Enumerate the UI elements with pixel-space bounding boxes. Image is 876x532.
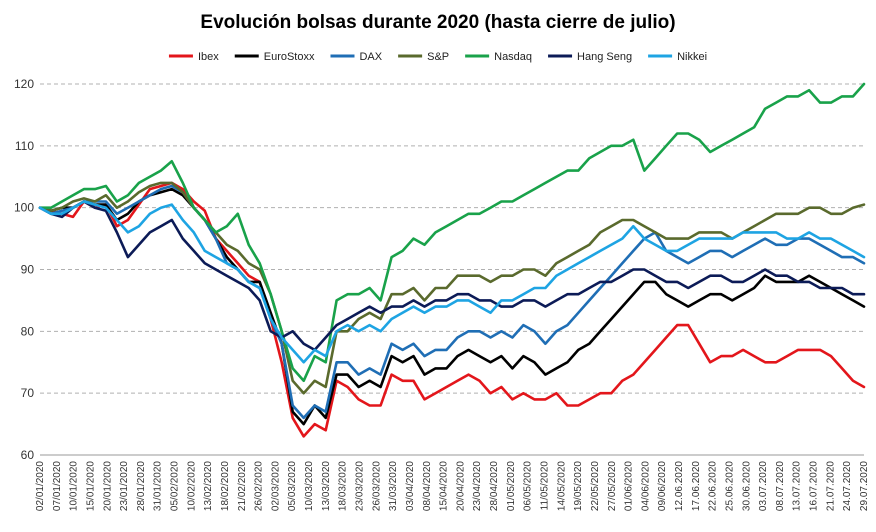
x-tick-label: 13/02/2020	[203, 461, 214, 511]
x-tick-label: 26/03/2020	[371, 461, 382, 511]
series-line-nikkei	[38, 200, 866, 364]
x-tick-label: 19/05/2020	[573, 461, 584, 511]
legend-label: Ibex	[198, 51, 219, 63]
chart-title: Evolución bolsas durante 2020 (hasta cie…	[200, 12, 675, 33]
x-tick-label: 20/01/2020	[102, 461, 113, 511]
x-tick-label: 10/01/2020	[69, 461, 80, 511]
x-tick-label: 01/05/2020	[506, 461, 517, 511]
series-lines	[38, 82, 866, 438]
x-tick-label: 21/02/2020	[237, 461, 248, 511]
x-tick-label: 01/06/2020	[624, 461, 635, 511]
x-tick-label: 08.07.2020	[775, 461, 786, 511]
legend-label: Nikkei	[677, 51, 707, 63]
series-line-s-p	[38, 181, 866, 395]
x-tick-label: 26/02/2020	[254, 461, 265, 511]
x-tick-label: 29.07.2020	[859, 461, 870, 511]
y-tick-label: 60	[21, 448, 35, 462]
x-tick-label: 31/03/2020	[388, 461, 399, 511]
legend-label: DAX	[359, 51, 382, 63]
x-tick-label: 03.07.2020	[758, 461, 769, 511]
legend-label: Hang Seng	[577, 51, 632, 63]
x-tick-label: 10/03/2020	[304, 461, 315, 511]
x-tick-label: 31/01/2020	[153, 461, 164, 511]
y-tick-label: 120	[14, 77, 34, 91]
series-line-hang-seng	[38, 200, 866, 352]
x-tick-label: 16.07.2020	[809, 461, 820, 511]
x-tick-label: 18/03/2020	[338, 461, 349, 511]
x-tick-label: 15/04/2020	[439, 461, 450, 511]
series-line-nasdaq	[38, 82, 866, 383]
x-tick-label: 20/04/2020	[455, 461, 466, 511]
x-tick-label: 28/01/2020	[136, 461, 147, 511]
x-tick-label: 25.06.2020	[724, 461, 735, 511]
x-tick-label: 22/05/2020	[590, 461, 601, 511]
x-tick-label: 09/06/2020	[657, 461, 668, 511]
x-tick-label: 05/03/2020	[287, 461, 298, 511]
x-tick-label: 24.07.2020	[842, 461, 853, 511]
legend-label: S&P	[427, 51, 449, 63]
series-line-ibex	[38, 181, 866, 438]
x-tick-label: 27/05/2020	[607, 461, 618, 511]
x-tick-label: 23/01/2020	[119, 461, 130, 511]
x-tick-label: 10/02/2020	[186, 461, 197, 511]
x-tick-label: 14/05/2020	[556, 461, 567, 511]
x-tick-label: 13/03/2020	[321, 461, 332, 511]
grid-lines	[40, 83, 864, 456]
y-tick-label: 90	[21, 263, 35, 277]
x-tick-label: 12.06.2020	[674, 461, 685, 511]
y-tick-label: 100	[14, 201, 34, 215]
legend-label: EuroStoxx	[264, 51, 315, 63]
series-line-eurostoxx	[38, 187, 866, 426]
x-tick-label: 28/04/2020	[489, 461, 500, 511]
x-tick-label: 17.06.2020	[691, 461, 702, 511]
x-tick-label: 04/06/2020	[640, 461, 651, 511]
y-tick-label: 80	[21, 324, 35, 338]
x-tick-label: 30.06.2020	[741, 461, 752, 511]
x-tick-label: 15/01/2020	[85, 461, 96, 511]
x-tick-label: 11/05/2020	[539, 461, 550, 511]
x-tick-label: 13.07.2020	[792, 461, 803, 511]
x-tick-label: 18/02/2020	[220, 461, 231, 511]
x-axis: 02/01/2020 07/01/2020 10/01/2020 15/01/2020…	[35, 461, 870, 511]
x-tick-label: 23/03/2020	[355, 461, 366, 511]
y-tick-label: 70	[21, 386, 35, 400]
x-tick-label: 03/04/2020	[405, 461, 416, 511]
x-tick-label: 08/04/2020	[422, 461, 433, 511]
y-axis: 60 70 80 90 100 110 120	[14, 77, 34, 462]
x-tick-label: 02/03/2020	[270, 461, 281, 511]
x-tick-label: 22.06.2020	[708, 461, 719, 511]
y-tick-label: 110	[15, 139, 34, 153]
x-tick-label: 05/02/2020	[170, 461, 181, 511]
x-tick-label: 02/01/2020	[35, 461, 46, 511]
legend-label: Nasdaq	[494, 51, 532, 63]
legend: Ibex EuroStoxx DAX S&P Nasdaq Hang Seng Nikkei	[168, 51, 707, 63]
x-tick-label: 23/04/2020	[472, 461, 483, 511]
x-tick-label: 07/01/2020	[52, 461, 63, 511]
x-tick-label: 06/05/2020	[523, 461, 534, 511]
x-tick-label: 21.07.2020	[825, 461, 836, 511]
